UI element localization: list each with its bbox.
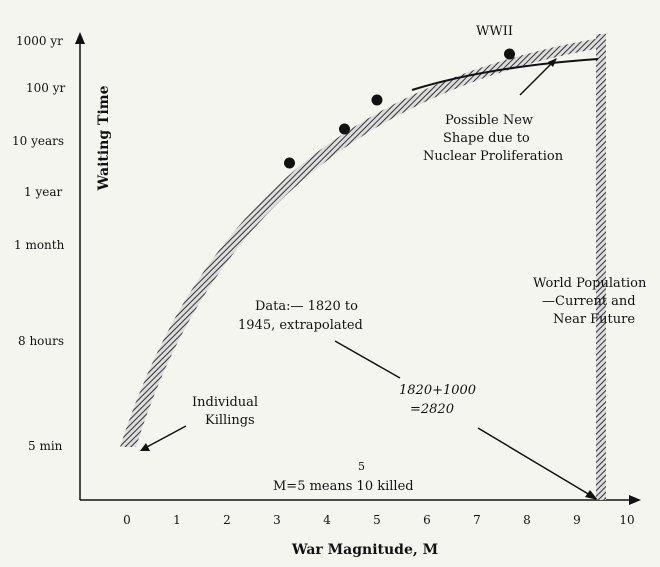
data-point-1 bbox=[339, 123, 350, 135]
new-shape-arrow bbox=[519, 59, 556, 96]
new-shape-label-2: Shape due to bbox=[443, 131, 530, 146]
y-tick-label-100yr: 100 yr bbox=[26, 81, 65, 95]
x-tick-label-7: 7 bbox=[473, 513, 481, 527]
x-tick-label-9: 9 bbox=[573, 513, 581, 527]
world-population-barrier bbox=[596, 34, 606, 500]
extrapolation-label-1: 1820+1000 bbox=[399, 383, 476, 398]
y-axis-arrow-icon bbox=[75, 32, 85, 44]
individual-killings-label-2: Killings bbox=[205, 413, 255, 428]
data-note-arrow-1 bbox=[334, 340, 401, 379]
individual-arrowhead-icon bbox=[140, 443, 150, 451]
new-shape-line bbox=[411, 58, 599, 91]
data-point-3 bbox=[504, 48, 515, 60]
data-note-arrow-2 bbox=[477, 427, 596, 499]
data-note-label-1: Data:— 1820 to bbox=[255, 299, 358, 314]
y-tick-label-10years: 10 years bbox=[12, 134, 64, 148]
y-tick-label-1year: 1 year bbox=[24, 185, 62, 199]
x-tick-label-0: 0 bbox=[123, 513, 131, 527]
world-population-label-3: Near Future bbox=[553, 312, 635, 327]
x-tick-label-8: 8 bbox=[523, 513, 531, 527]
y-tick-label-8hours: 8 hours bbox=[18, 334, 64, 348]
y-tick-label-1month: 1 month bbox=[14, 238, 65, 252]
data-note-arrowhead-icon bbox=[585, 490, 598, 500]
x-tick-label-6: 6 bbox=[423, 513, 431, 527]
y-axis-title: Waiting Time bbox=[96, 85, 112, 191]
x-axis-arrow-icon bbox=[629, 495, 641, 505]
y-tick-label-5min: 5 min bbox=[28, 439, 63, 453]
new-shape-label-3: Nuclear Proliferation bbox=[423, 149, 564, 164]
data-note-label-2: 1945, extrapolated bbox=[238, 318, 363, 333]
individual-killings-label-1: Individual bbox=[192, 395, 258, 410]
magnitude-exponent-label: 5 bbox=[358, 460, 365, 473]
individual-arrow bbox=[144, 425, 187, 449]
x-axis-title: War Magnitude, M bbox=[291, 542, 438, 558]
world-population-label-1: World Population bbox=[533, 276, 647, 291]
x-tick-label-10: 10 bbox=[619, 513, 634, 527]
data-point-2 bbox=[371, 94, 383, 106]
extrapolation-label-2: =2820 bbox=[410, 402, 454, 417]
x-tick-label-4: 4 bbox=[323, 513, 331, 527]
world-population-label-2: —Current and bbox=[542, 294, 636, 309]
x-tick-label-3: 3 bbox=[273, 513, 281, 527]
new-shape-arrowhead-icon bbox=[548, 58, 557, 67]
data-points bbox=[284, 48, 515, 169]
new-shape-label-1: Possible New bbox=[445, 113, 533, 128]
data-point-0 bbox=[284, 157, 295, 169]
waiting-time-band bbox=[120, 38, 600, 447]
x-tick-label-5: 5 bbox=[373, 513, 381, 527]
y-tick-label-1000yr: 1000 yr bbox=[16, 34, 63, 48]
x-tick-label-1: 1 bbox=[173, 513, 181, 527]
wwii-label: WWII bbox=[476, 24, 513, 39]
magnitude-definition-label: M=5 means 10 killed bbox=[273, 479, 414, 494]
x-tick-label-2: 2 bbox=[223, 513, 231, 527]
